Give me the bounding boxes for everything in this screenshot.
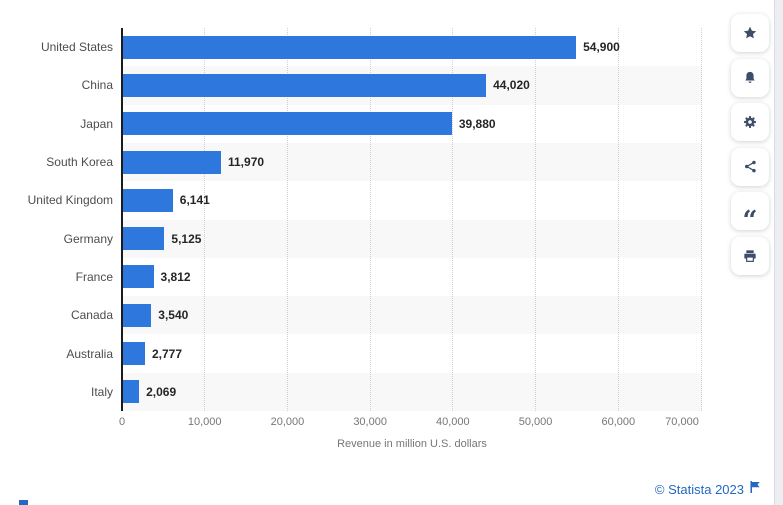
y-axis-line [121, 28, 123, 411]
category-label: France [75, 269, 113, 284]
category-label: Canada [70, 308, 113, 323]
flag-icon[interactable] [750, 480, 761, 498]
value-label: 2,777 [151, 346, 182, 361]
share-icon [743, 159, 758, 174]
cite-button[interactable]: “ [731, 192, 769, 234]
category-label: Germany [63, 231, 113, 246]
value-label: 2,069 [146, 384, 177, 399]
bar-germany[interactable] [122, 227, 165, 251]
row-band [122, 296, 702, 335]
footer: © Statista 2023 [0, 480, 761, 498]
printer-icon [742, 248, 758, 264]
value-label: 44,020 [493, 78, 530, 93]
row-band [122, 334, 702, 372]
share-button[interactable] [731, 147, 769, 186]
value-label: 3,540 [158, 308, 189, 323]
settings-button[interactable] [731, 103, 769, 141]
gridline [535, 28, 537, 411]
row-band [122, 219, 702, 258]
row-band [122, 372, 702, 411]
bar-south-korea[interactable] [122, 150, 221, 174]
category-label: Japan [80, 116, 113, 131]
gridline [369, 28, 371, 411]
x-tick-label: 40,000 [436, 416, 470, 428]
x-tick-label: 50,000 [518, 416, 553, 428]
x-tick-label: 70,000 [665, 416, 699, 428]
bar-united-kingdom[interactable] [122, 188, 173, 212]
clipped-logo-fragment [19, 500, 28, 505]
bar-chart-plot-area: 54,900 44,020 39,880 11,970 6,141 5,125 3,812 3… [122, 28, 702, 411]
gridline [452, 28, 454, 411]
statista-copyright-link[interactable]: © Statista 2023 [654, 481, 744, 497]
x-tick-label: 10,000 [187, 416, 222, 428]
favorite-button[interactable] [731, 14, 769, 52]
print-button[interactable] [731, 236, 769, 275]
bar-japan[interactable] [122, 112, 452, 136]
gear-icon [742, 114, 758, 130]
bar-united-states[interactable] [122, 35, 577, 59]
star-icon [742, 25, 758, 41]
x-tick-label: 0 [118, 416, 126, 428]
value-label: 39,880 [458, 116, 496, 131]
bar-china[interactable] [122, 73, 487, 97]
page-scroll-gutter [774, 0, 783, 505]
x-tick-label: 60,000 [601, 416, 636, 428]
gridline [286, 28, 288, 411]
row-band [122, 258, 702, 296]
alert-button[interactable] [731, 58, 769, 97]
bar-france[interactable] [122, 265, 154, 289]
gridline [617, 28, 619, 411]
bar-australia[interactable] [122, 342, 145, 366]
bell-icon [742, 70, 758, 86]
value-label: 54,900 [583, 40, 620, 55]
x-tick-label: 20,000 [270, 416, 305, 428]
bar-italy[interactable] [122, 380, 140, 404]
category-label: China [81, 78, 113, 93]
gridline [204, 28, 206, 411]
value-label: 5,125 [171, 231, 202, 246]
x-tick-label: 30,000 [353, 416, 387, 428]
bar-canada[interactable] [122, 303, 152, 327]
value-label: 6,141 [179, 193, 210, 208]
value-label: 3,812 [160, 269, 191, 284]
category-label: Italy [90, 384, 113, 399]
category-label: South Korea [46, 155, 113, 170]
x-axis-title: Revenue in million U.S. dollars [337, 438, 487, 450]
category-label: United Kingdom [27, 193, 113, 208]
value-label: 11,970 [228, 155, 265, 170]
category-label: Australia [66, 346, 113, 361]
chart-toolbar: “ [731, 14, 769, 275]
gridline [700, 28, 702, 411]
category-label: United States [40, 40, 113, 55]
